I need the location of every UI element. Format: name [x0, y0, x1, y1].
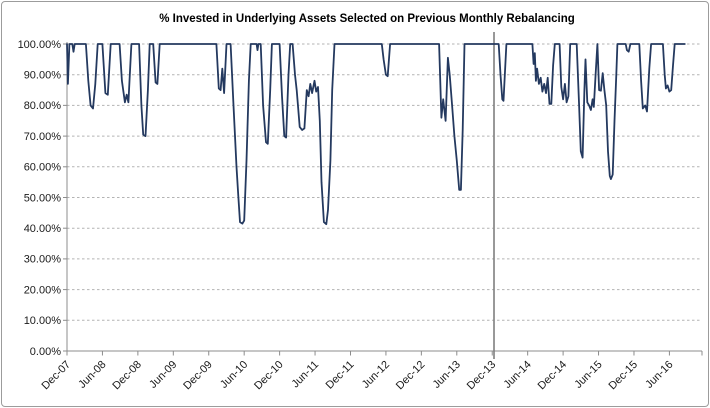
- x-axis-label: Jun-15: [572, 359, 604, 391]
- x-axis-label: Dec-11: [324, 359, 357, 392]
- x-axis-label: Jun-14: [502, 359, 534, 391]
- x-axis-label: Dec-09: [181, 359, 215, 393]
- y-axis-label: 80.00%: [24, 100, 62, 112]
- y-axis-label: 70.00%: [24, 131, 62, 143]
- y-axis-label: 100.00%: [18, 39, 62, 51]
- x-axis-label: Dec-12: [394, 359, 428, 393]
- x-axis-label: Dec-14: [536, 359, 570, 393]
- y-axis-label: 20.00%: [24, 284, 62, 296]
- x-axis-label: Dec-08: [110, 359, 144, 393]
- chart-title: % Invested in Underlying Assets Selected…: [159, 13, 575, 25]
- y-axis-label: 60.00%: [24, 162, 62, 174]
- x-axis-label: Dec-07: [40, 359, 74, 393]
- x-axis-label: Dec-10: [252, 359, 286, 393]
- x-axis-label: Jun-10: [218, 359, 250, 391]
- x-axis-label: Jun-11: [289, 359, 321, 391]
- y-axis-label: 10.00%: [24, 315, 62, 327]
- x-axis-label: Jun-13: [431, 359, 463, 391]
- x-axis-label: Dec-15: [607, 359, 641, 393]
- y-axis-label: 30.00%: [24, 254, 62, 266]
- data-series-line: [66, 43, 686, 226]
- y-axis-label: 50.00%: [24, 192, 62, 204]
- x-axis-label: Jun-16: [643, 359, 675, 391]
- y-axis-label: 0.00%: [30, 346, 61, 358]
- y-axis-label: 40.00%: [24, 223, 62, 235]
- x-axis-label: Dec-13: [465, 359, 499, 393]
- x-axis-label: Jun-12: [360, 359, 392, 391]
- x-axis-label: Jun-08: [76, 359, 108, 391]
- x-axis-label: Jun-09: [147, 359, 179, 391]
- y-axis-label: 90.00%: [24, 70, 62, 82]
